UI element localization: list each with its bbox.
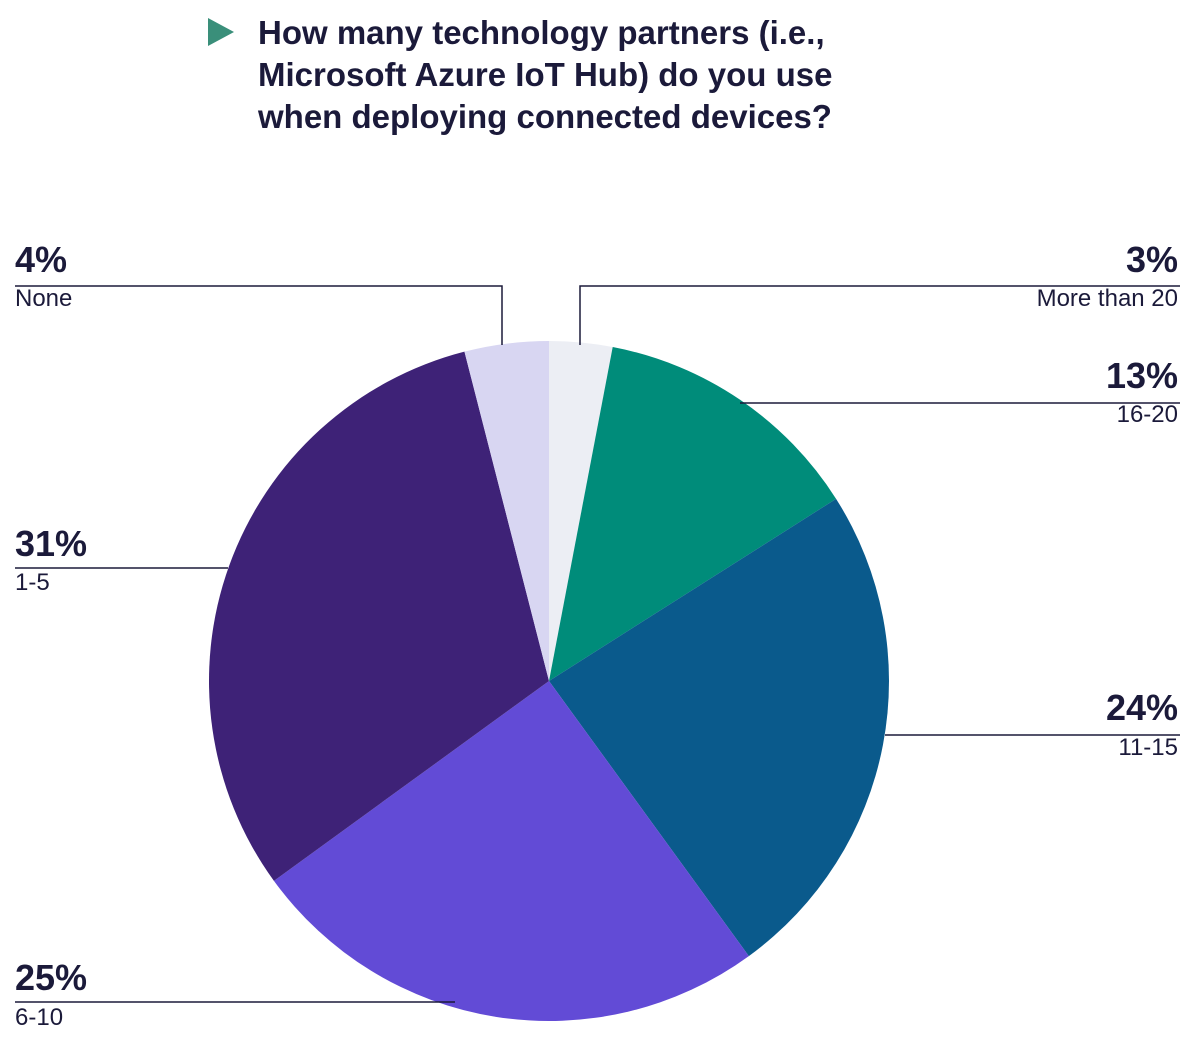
category-label: More than 20 bbox=[1037, 285, 1178, 312]
pie-slice bbox=[209, 351, 550, 881]
pie-slice bbox=[273, 681, 749, 1021]
pie-slice bbox=[549, 498, 890, 957]
value-label: 24% bbox=[1106, 687, 1178, 728]
chart-title: How many technology partners (i.e., Micr… bbox=[258, 14, 833, 135]
value-label: 13% bbox=[1106, 355, 1178, 396]
category-label: None bbox=[15, 285, 72, 312]
value-label: 3% bbox=[1126, 239, 1178, 280]
pie-slice bbox=[464, 341, 549, 681]
pie-slice bbox=[549, 347, 837, 681]
category-label: 11-15 bbox=[1118, 734, 1178, 761]
leader-line bbox=[579, 285, 1180, 345]
value-label: 4% bbox=[15, 239, 67, 280]
leader-line bbox=[15, 285, 503, 345]
value-label: 31% bbox=[15, 523, 87, 564]
title-icon bbox=[208, 18, 234, 46]
pie-slice bbox=[549, 341, 613, 681]
category-label: 6-10 bbox=[15, 1004, 63, 1031]
category-label: 1-5 bbox=[15, 569, 50, 596]
category-label: 16-20 bbox=[1117, 401, 1178, 428]
value-label: 25% bbox=[15, 957, 87, 998]
